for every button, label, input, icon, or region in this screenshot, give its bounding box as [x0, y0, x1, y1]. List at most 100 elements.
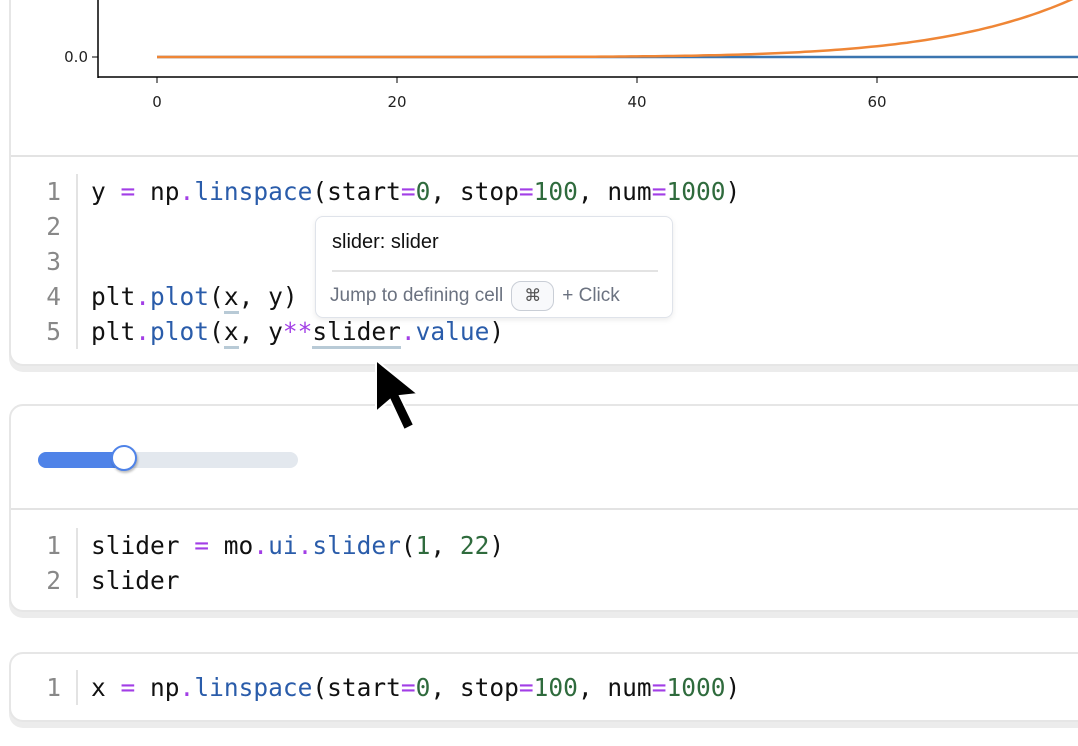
- code-token: mo: [209, 531, 254, 560]
- x-tick-label: 40: [627, 93, 646, 111]
- code-line[interactable]: 5 plt.plot(x, y**slider.value): [11, 314, 1078, 349]
- code-token: value: [415, 317, 490, 346]
- code-token: .: [179, 673, 195, 702]
- code-line[interactable]: 4 plt.plot(x, y): [11, 279, 1078, 314]
- arrow-cursor-icon: [375, 357, 421, 431]
- code-line[interactable]: 2 slider: [11, 563, 1078, 598]
- x-tick-label: 0: [152, 93, 162, 111]
- code-token: plot: [150, 317, 210, 346]
- code-token: (: [209, 317, 224, 346]
- code-token: .: [135, 317, 151, 346]
- code-token: 1000: [666, 177, 726, 206]
- code-token: (start: [312, 673, 401, 702]
- line-gutter: [76, 528, 78, 598]
- line-gutter: [76, 670, 78, 705]
- code-token: =: [120, 673, 136, 702]
- code-token: (start: [312, 177, 401, 206]
- code-text: plt.plot(x, y): [91, 279, 298, 314]
- line-gutter: [76, 174, 78, 349]
- code-token: .: [135, 282, 151, 311]
- cmd-key-icon: ⌘: [511, 281, 555, 311]
- code-token: =: [400, 177, 416, 206]
- series-line: [157, 0, 1074, 59]
- variable-reference[interactable]: slider: [312, 317, 401, 349]
- slider-fill: [38, 452, 123, 468]
- line-number: 2: [46, 212, 61, 241]
- code-token: (: [400, 531, 416, 560]
- code-token: slider: [91, 566, 180, 595]
- code-token: slider: [91, 531, 195, 560]
- slider[interactable]: [38, 445, 298, 471]
- code-token: .: [179, 177, 195, 206]
- code-text: plt.plot(x, y**slider.value): [91, 314, 504, 349]
- code-token: , y): [238, 282, 298, 311]
- code-line[interactable]: 2: [11, 209, 1078, 244]
- code-text: slider: [91, 563, 180, 598]
- code-token: .: [297, 531, 313, 560]
- code-editor[interactable]: 1 slider = mo.ui.slider(1, 22) 2 slider: [11, 528, 1078, 598]
- variable-reference[interactable]: x: [223, 282, 239, 314]
- code-token: slider: [312, 531, 401, 560]
- code-token: linspace: [194, 177, 313, 206]
- code-token: ): [725, 177, 741, 206]
- code-token: np: [135, 673, 180, 702]
- code-token: 0: [415, 177, 431, 206]
- code-token: np: [135, 177, 180, 206]
- code-token: , num: [577, 673, 652, 702]
- line-number: 1: [46, 531, 61, 560]
- code-token: ui: [268, 531, 298, 560]
- x-tick-label: 20: [387, 93, 406, 111]
- code-token: .: [253, 531, 269, 560]
- output-divider: [11, 508, 1078, 510]
- code-token: .: [400, 317, 416, 346]
- code-token: =: [651, 673, 667, 702]
- code-line[interactable]: 1 slider = mo.ui.slider(1, 22): [11, 528, 1078, 563]
- code-token: 0: [415, 673, 431, 702]
- code-token: =: [400, 673, 416, 702]
- code-text: slider = mo.ui.slider(1, 22): [91, 528, 504, 563]
- line-number: 1: [46, 673, 61, 702]
- code-token: plt: [91, 282, 136, 311]
- code-token: 1000: [666, 673, 726, 702]
- code-token: =: [518, 177, 534, 206]
- variable-tooltip: slider: slider Jump to defining cell ⌘ +…: [315, 216, 673, 318]
- code-token: =: [518, 673, 534, 702]
- code-token: plt: [91, 317, 136, 346]
- code-token: linspace: [194, 673, 313, 702]
- code-token: , y: [238, 317, 283, 346]
- x-tick-label: 60: [867, 93, 886, 111]
- line-chart: 0 20 40 60 0.0: [64, 0, 1078, 111]
- code-token: , num: [577, 177, 652, 206]
- y-tick-label: 0.0: [64, 48, 88, 66]
- code-token: ): [489, 531, 505, 560]
- slider-cell: 1 slider = mo.ui.slider(1, 22) 2 slider: [9, 404, 1078, 612]
- code-token: =: [120, 177, 136, 206]
- code-line[interactable]: 3: [11, 244, 1078, 279]
- variable-reference[interactable]: x: [223, 317, 239, 349]
- code-token: 22: [459, 531, 490, 560]
- code-token: =: [651, 177, 667, 206]
- code-token: , stop: [430, 177, 519, 206]
- output-divider: [11, 155, 1078, 157]
- line-number: 4: [46, 282, 61, 311]
- code-token: ,: [430, 531, 460, 560]
- tooltip-title: slider: slider: [332, 231, 439, 253]
- tooltip-hint: Jump to defining cell: [330, 285, 504, 306]
- code-token: plot: [150, 282, 210, 311]
- tooltip-suffix: + Click: [562, 285, 620, 306]
- line-number: 1: [46, 177, 61, 206]
- code-token: 100: [533, 673, 578, 702]
- tooltip-divider: [332, 270, 658, 272]
- slider-thumb[interactable]: [111, 445, 138, 471]
- code-token: 100: [533, 177, 578, 206]
- code-token: , stop: [430, 673, 519, 702]
- line-number: 5: [46, 317, 61, 346]
- code-token: ): [725, 673, 741, 702]
- code-token: ): [489, 317, 505, 346]
- code-token: y: [91, 177, 121, 206]
